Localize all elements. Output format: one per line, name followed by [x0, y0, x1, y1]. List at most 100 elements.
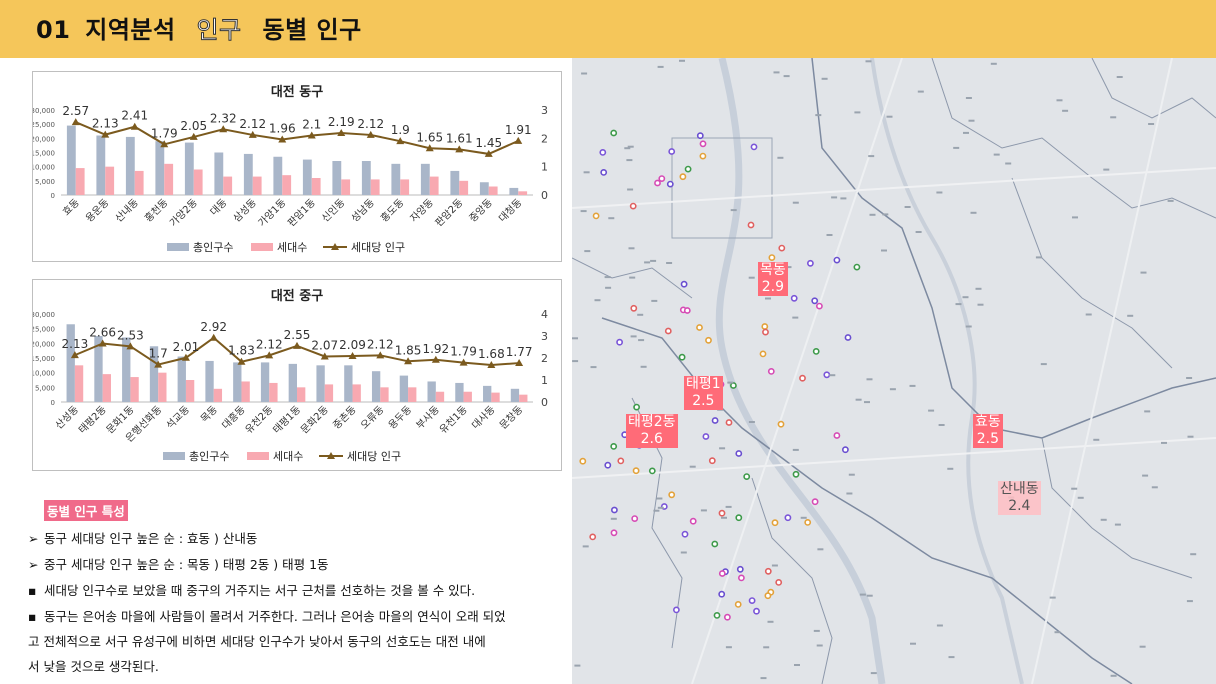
line-point [278, 135, 287, 143]
title-main: 지역분석 [85, 16, 176, 44]
map-place-text [610, 517, 617, 520]
line-point [320, 352, 329, 360]
map-panel[interactable]: 목동 2.9 태평1 2.5 태평2동 2.6 효동 2.5 산내동 2.4 [572, 58, 1216, 684]
x-tick-label: 성남동 [349, 197, 377, 225]
map-canvas[interactable] [572, 58, 1216, 684]
map-place-text [915, 231, 922, 233]
chart-donggu-svg: 대전 동구 0 5,000 10,000 15,000 20,000 25,000 30,00… [33, 84, 548, 254]
data-label: 2.12 [367, 337, 394, 351]
map-place-text [666, 262, 673, 264]
x-tick-label: 중앙동 [467, 197, 495, 225]
map-marker [681, 530, 689, 538]
line-point [71, 118, 80, 126]
map-marker [718, 570, 726, 577]
map-place-text [846, 492, 853, 495]
data-label: 2.55 [284, 328, 311, 342]
bar-households [429, 176, 439, 195]
map-place-text [1190, 553, 1197, 556]
bar-total-population [205, 360, 214, 402]
map-place-text [800, 516, 807, 519]
map-place-text [794, 664, 800, 666]
x-tick-label: 대동 [208, 197, 230, 219]
map-marker [725, 419, 733, 426]
map-place-text [583, 171, 590, 174]
map-place-text [763, 646, 770, 649]
map-marker [735, 514, 743, 522]
map-place-text [1140, 271, 1147, 274]
line-point [484, 149, 493, 157]
data-label: 2.1 [302, 118, 321, 132]
map-marker [673, 606, 680, 614]
map-place-text [904, 206, 911, 208]
map-place-text [1144, 410, 1151, 413]
bar-households [324, 384, 334, 402]
bar-households [241, 381, 250, 402]
map-marker [759, 350, 767, 358]
x-tick-label: 중촌동 [331, 404, 359, 432]
square-bullet-icon: ▪ [28, 583, 37, 598]
legend-swatch-total [167, 243, 189, 251]
map-place-text [965, 325, 972, 328]
x-tick-label: 유천2동 [243, 404, 276, 437]
data-label: 1.92 [422, 342, 449, 356]
map-place-text [990, 62, 997, 65]
map-marker [610, 129, 618, 137]
map-marker [734, 601, 742, 608]
map-place-text [909, 384, 916, 387]
map-place-text [1100, 518, 1107, 521]
map-marker [806, 259, 814, 267]
map-marker [589, 533, 597, 541]
map-marker [841, 446, 849, 454]
map-marker [696, 324, 703, 331]
bar-total-population [273, 156, 283, 195]
map-place-text [1161, 441, 1167, 444]
map-label-taepyeong2: 태평2동 2.6 [626, 414, 678, 448]
x-tick-label: 판암2동 [433, 197, 466, 230]
map-marker [711, 540, 719, 548]
legend-swatch-total [163, 452, 185, 460]
label-value: 2.5 [973, 431, 1003, 448]
map-place-text [955, 303, 962, 306]
map-marker [833, 256, 841, 264]
map-place-text [1072, 216, 1078, 219]
map-marker [648, 467, 656, 475]
note-line: ▪ 동구는 은어송 마을에 사람들이 몰려서 거주한다. 그러나 은어송 마을의 … [28, 606, 556, 625]
label-name: 태평1 [684, 376, 723, 393]
label-value: 2.6 [626, 431, 678, 448]
data-label: 1.85 [395, 343, 422, 357]
x-tick-label: 목동 [198, 404, 220, 426]
map-place-text [840, 197, 847, 200]
map-place-text [936, 191, 943, 194]
map-place-text [1054, 631, 1061, 634]
data-label: 2.12 [256, 337, 283, 351]
map-place-text [1071, 487, 1078, 490]
map-place-text [627, 188, 634, 191]
line-point [265, 351, 274, 359]
y-left-tick-label: 20,000 [33, 340, 55, 348]
map-place-text [624, 147, 631, 150]
map-place-text [1186, 600, 1193, 603]
map-place-text [948, 656, 955, 659]
map-place-text [962, 296, 969, 299]
map-label-taepyeong1: 태평1 2.5 [684, 376, 723, 410]
map-place-text [584, 250, 591, 253]
line-point [101, 130, 110, 138]
map-marker [743, 473, 751, 480]
map-place-text [938, 424, 945, 426]
bar-households [311, 178, 321, 195]
legend-label: 총인구수 [189, 450, 229, 463]
map-marker [790, 294, 798, 302]
note-text: 중구 세대당 인구 높은 순 : 목동 ) 태평 2동 ) 태평 1동 [44, 557, 329, 572]
data-label: 1.68 [478, 347, 505, 361]
map-place-text [725, 646, 732, 649]
data-label: 2.66 [89, 325, 116, 339]
map-marker [844, 334, 852, 341]
label-value: 2.5 [684, 393, 723, 410]
map-place-text [773, 71, 780, 74]
map-place-text [1093, 438, 1100, 441]
map-place-text [572, 360, 579, 363]
map-place-text [657, 506, 664, 509]
data-label: 2.32 [210, 111, 237, 125]
data-label: 2.05 [180, 119, 207, 133]
note-text: 세대당 인구수로 보았을 때 중구의 거주지는 서구 근처를 선호하는 것을 볼… [44, 583, 476, 598]
